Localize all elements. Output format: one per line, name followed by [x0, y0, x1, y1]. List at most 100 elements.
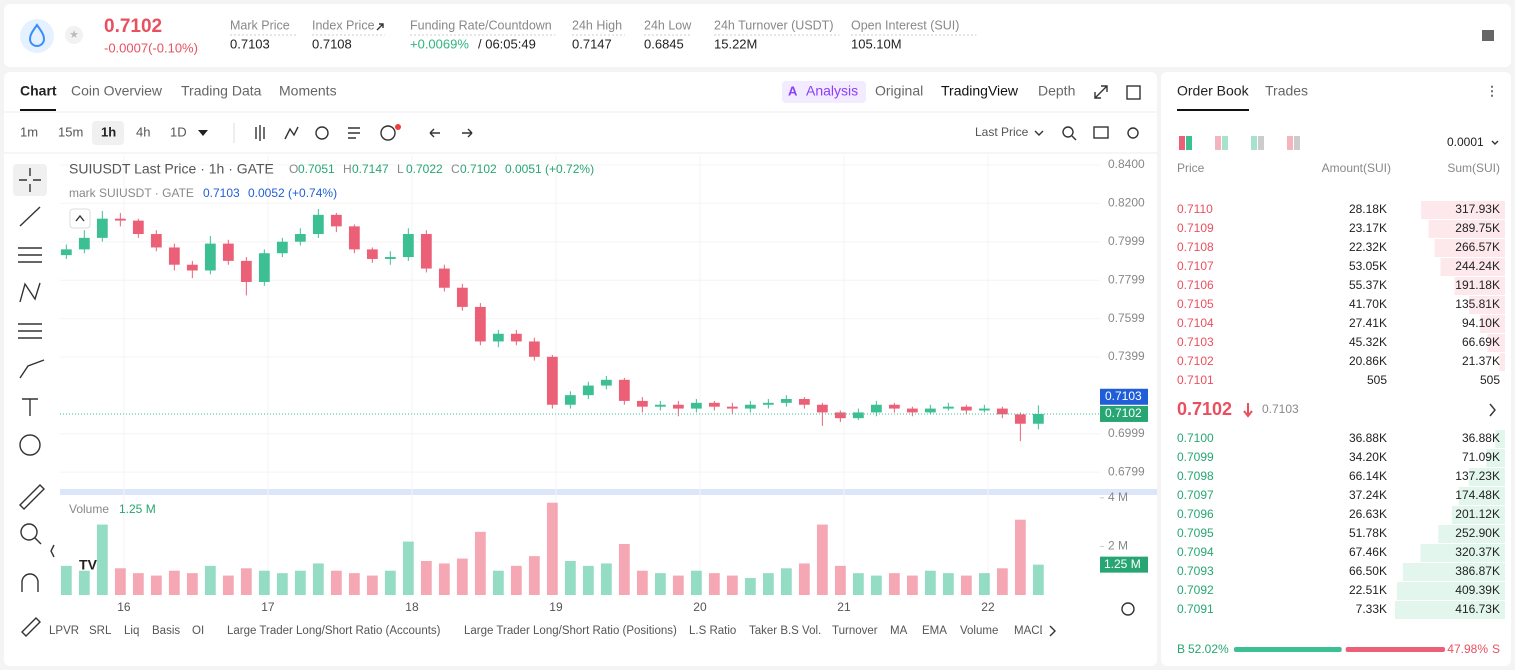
stat-label: 24h High	[572, 18, 622, 32]
interval[interactable]: 1h	[101, 124, 116, 139]
x-tick-label: 17	[261, 600, 275, 614]
x-tick-label: 18	[405, 600, 419, 614]
price-type[interactable]: Last Price	[975, 125, 1029, 139]
book-price: 0.7107	[1177, 259, 1214, 273]
chevron	[75, 214, 85, 222]
candle-body	[96, 218, 108, 238]
drawing-tools[interactable]	[18, 168, 45, 637]
volume-tick-label: 4 M	[1108, 490, 1128, 504]
book-amount: 7.33K	[1356, 602, 1387, 616]
indicator[interactable]: SRL	[89, 625, 112, 637]
candle-body	[366, 249, 378, 259]
buy-label: B	[1177, 642, 1185, 656]
indicator[interactable]: EMA	[922, 625, 947, 637]
interval[interactable]: 1D	[170, 124, 187, 139]
analysis-button[interactable]	[782, 81, 866, 103]
interval[interactable]: 15m	[58, 124, 83, 139]
dropdown[interactable]	[198, 130, 208, 136]
volume-bar	[906, 575, 918, 595]
x-tick-label: 16	[117, 600, 131, 614]
candle-body	[258, 253, 270, 282]
book-amount: 41.70K	[1349, 297, 1387, 311]
volume-bar	[582, 565, 594, 595]
volume-bar	[672, 575, 684, 595]
indicator[interactable]: MACD	[1014, 625, 1048, 637]
book-amount: 66.50K	[1349, 564, 1387, 578]
volume-bar	[744, 578, 756, 595]
collapse-legend[interactable]	[69, 208, 91, 229]
volume-bar	[852, 573, 864, 595]
buy-bar	[1234, 647, 1342, 652]
candle-body	[798, 398, 810, 405]
candle-body	[672, 404, 684, 409]
indicator[interactable]: Volume	[960, 625, 998, 637]
depth-bar	[1454, 277, 1505, 295]
coin-logo[interactable]	[20, 19, 54, 53]
x-tick-label: 21	[837, 600, 851, 614]
candle-body	[888, 404, 900, 409]
fullscreen-icon[interactable]	[1094, 85, 1108, 99]
book-last: 0.7102	[1177, 399, 1232, 419]
candle-body	[690, 402, 702, 409]
volume-bar	[204, 565, 216, 595]
indicator[interactable]: Large Trader Long/Short Ratio (Accounts)	[227, 625, 441, 637]
tool-active[interactable]	[13, 164, 47, 196]
candle-body	[1014, 414, 1026, 424]
book-tab[interactable]: Order Book	[1177, 83, 1250, 99]
indicator[interactable]: MA	[890, 625, 908, 637]
tab[interactable]: Chart	[20, 83, 57, 99]
interval[interactable]: 1m	[20, 124, 38, 139]
view-tab[interactable]: Original	[875, 83, 923, 99]
tab[interactable]: Moments	[279, 83, 337, 99]
more[interactable]	[1489, 403, 1496, 417]
settings-icon[interactable]	[1121, 602, 1135, 616]
y-tick-label: 0.7799	[1108, 272, 1145, 286]
precision[interactable]: 0.0001	[1447, 135, 1484, 149]
tab[interactable]: Trading Data	[181, 83, 262, 99]
indicator[interactable]: OI	[192, 625, 204, 637]
indicator[interactable]: Taker B.S Vol.	[749, 625, 821, 637]
interval[interactable]: 4h	[136, 124, 150, 139]
volume-bar	[330, 570, 342, 595]
ai-icon: A	[788, 83, 798, 98]
book-tab[interactable]: Trades	[1265, 83, 1308, 99]
tab[interactable]: Coin Overview	[71, 83, 163, 99]
window-icon[interactable]	[1126, 85, 1141, 100]
depth-bar	[1440, 258, 1505, 276]
indicator[interactable]: Large Trader Long/Short Ratio (Positions…	[464, 625, 677, 637]
book-sum: 174.48K	[1455, 488, 1500, 502]
indicator[interactable]: Liq	[124, 625, 139, 637]
book-sum: 201.12K	[1455, 507, 1500, 521]
volume-bar	[348, 573, 360, 595]
candle-body	[726, 406, 738, 409]
toolbar-icons[interactable]	[255, 125, 1139, 141]
y-tick-label: 0.7399	[1108, 349, 1145, 363]
book-amount: 22.32K	[1349, 240, 1387, 254]
book-icon[interactable]	[1482, 30, 1494, 41]
depth-bar	[1499, 353, 1505, 371]
ohlc-value: 0.7051	[298, 162, 335, 176]
indicator[interactable]: LPVR	[49, 625, 79, 637]
dropdown[interactable]	[1034, 130, 1044, 136]
collapse-toolbar[interactable]	[50, 544, 55, 558]
indicator[interactable]: Turnover	[832, 625, 878, 637]
book-price: 0.7092	[1177, 583, 1214, 597]
ohlc-label: L	[397, 162, 404, 176]
candle-body	[78, 237, 90, 250]
indicator[interactable]: L.S Ratio	[689, 625, 736, 637]
more-indicators[interactable]	[1049, 625, 1056, 637]
depth-bar	[1438, 525, 1505, 543]
volume-bar	[240, 568, 252, 595]
view-tab[interactable]: Analysis	[806, 83, 858, 99]
candle-body	[780, 398, 792, 403]
favorite[interactable]	[65, 26, 83, 44]
x-tick-label: 20	[693, 600, 707, 614]
indicator[interactable]: Basis	[152, 625, 180, 637]
book-layout-icons[interactable]	[1179, 136, 1300, 150]
dropdown[interactable]	[1491, 140, 1499, 145]
volume-bar	[708, 573, 720, 595]
view-tab[interactable]: TradingView	[941, 83, 1019, 99]
menu[interactable]: ⋮	[1486, 83, 1499, 98]
view-tab[interactable]: Depth	[1038, 83, 1075, 99]
